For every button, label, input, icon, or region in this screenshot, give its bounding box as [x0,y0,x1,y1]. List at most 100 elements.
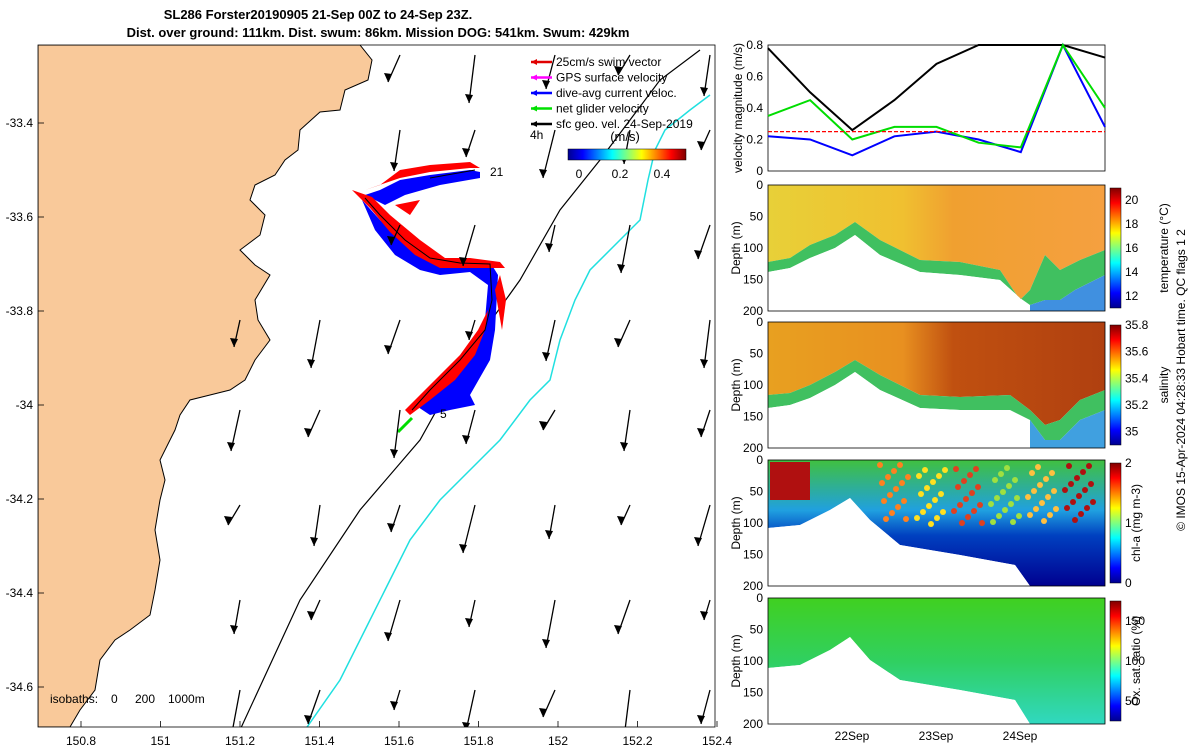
chl-sample-dot [897,462,903,468]
geo-vector-head [462,435,470,444]
chl-sample-dot [1064,505,1070,511]
temperature-label: temperature (°C) [1157,203,1171,293]
geo-vector-head [465,331,473,340]
chl-sample-dot [959,520,965,526]
track-end-label: 5 [440,407,447,421]
colorbar-tick-label: 14 [1125,265,1139,279]
map-x-tick-label: 152 [548,734,568,748]
depth-tick-label: 0 [756,591,763,605]
depth-ylabel: Depth (m) [729,358,743,411]
depth-tick-label: 50 [750,210,764,224]
map-x-tick-label: 151.4 [304,734,334,748]
geo-vector-head [545,530,553,539]
chl-sample-dot [967,472,973,478]
geo-vector-head [390,162,398,171]
colorbar-tick-label: 12 [1125,289,1139,303]
colorbar-tick-label: 18 [1125,217,1139,231]
geo-vector-head [694,250,702,259]
map-y-tick-label: -33.8 [6,304,34,318]
chl-panel: chl-a (mg m-3) Depth (m) [729,459,1143,587]
salinity-label: salinity [1157,367,1171,404]
map-x-tick-label: 151.6 [384,734,414,748]
map-colorbar [567,148,687,161]
chl-sample-dot [1008,501,1014,507]
geo-vector-head [539,708,547,717]
geo-vector-head [390,701,398,710]
time-tick-label: 23Sep [919,729,954,743]
map-y-tick-label: -34.2 [6,492,34,506]
geo-vector-head [304,428,312,437]
map-panel: 21 5 150.8 151 151.2 151.4 151.6 151.8 152 152.… [6,44,732,748]
depth-tick-label: 50 [750,485,764,499]
depth-tick-label: 100 [743,516,763,530]
velocity-y-tick: 0.2 [746,133,763,147]
chl-sample-dot [1043,476,1049,482]
chl-sample-dot [885,474,891,480]
legend-label: GPS surface velocity [556,71,667,85]
velocity-y-tick: 0.4 [746,101,763,115]
oxygen-colorbar [1109,600,1122,722]
depth-tick-label: 150 [743,410,763,424]
depth-tick-label: 100 [743,241,763,255]
chl-sample-dot [998,471,1004,477]
oxygen-label: Ox. sat. ratio (%) [1129,616,1143,706]
salinity-colorbar [1109,324,1122,446]
chl-sample-dot [1066,463,1072,469]
geo-vector-head [462,722,470,727]
chl-sample-dot [1068,481,1074,487]
chl-sample-dot [953,466,959,472]
chl-sample-dot [889,510,895,516]
map-colorbar-tick: 0.2 [612,167,629,181]
depth-tick-label: 0 [756,178,763,192]
map-x-tick-label: 151.2 [225,734,255,748]
colorbar-tick-label: 35.4 [1125,371,1149,385]
legend-arrowhead [531,59,537,65]
depth-tick-label: 100 [743,654,763,668]
geo-vector-head [697,715,705,724]
chl-sample-dot [1045,494,1051,500]
legend-arrowhead [531,74,537,81]
chl-sample-dot [881,498,887,504]
geo-vector-head [465,618,473,627]
oxygen-panel: Ox. sat. ratio (%) Depth (m) [729,597,1143,725]
chl-sample-dot [1053,506,1059,512]
geo-vector-head [387,523,395,532]
geo-vector-head [384,73,392,82]
geo-vector-head [224,516,232,525]
salinity-panel: salinity Depth (m) [729,321,1171,449]
chl-sample-dot [920,509,926,515]
legend-label: 25cm/s swim vector [556,55,661,69]
legend-label: net glider velocity [556,102,649,116]
map-y-tick-label: -33.6 [6,210,34,224]
chl-sample-dot [1031,488,1037,494]
chl-sample-dot [916,473,922,479]
geo-vector-head [542,639,550,648]
geo-vector-head [617,516,625,525]
chl-sample-dot [1074,475,1080,481]
coastline-land [38,45,373,727]
colorbar-tick-label: 35 [1125,425,1139,439]
chl-sample-dot [963,496,969,502]
chl-sample-dot [1078,511,1084,517]
isobath-value: 1000m [168,692,205,706]
geo-vector [617,54,631,76]
chl-sample-dot [883,516,889,522]
geo-vector-head [542,352,550,361]
depth-tick-label: 200 [743,717,763,731]
chl-sample-dot [1010,519,1016,525]
chl-sample-dot [955,484,961,490]
depth-tick-label: 200 [743,304,763,318]
depth-ylabel: Depth (m) [729,221,743,274]
velocity-ylabel: velocity magnitude (m/s) [731,43,745,173]
depth-tick-label: 50 [750,347,764,361]
chl-sample-dot [1090,499,1096,505]
chl-sample-dot [965,514,971,520]
chl-sample-dot [877,462,883,468]
depth-tick-label: 100 [743,378,763,392]
colorbar-tick-label: 35.8 [1125,318,1149,332]
geo-vector-head [230,338,238,347]
chl-sample-dot [1025,494,1031,500]
chl-sample-dot [1016,513,1022,519]
velocity-y-tick: 0.8 [746,38,763,52]
chl-sample-dot [899,480,905,486]
